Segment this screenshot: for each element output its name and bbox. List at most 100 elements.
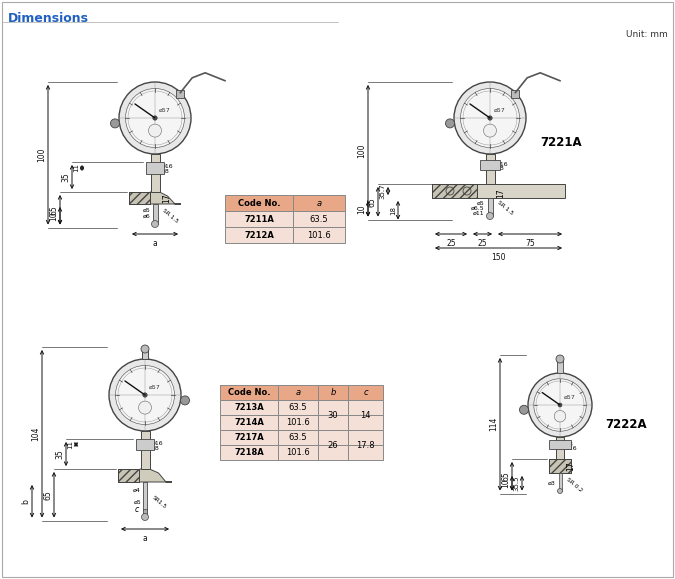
Text: ø6: ø6 bbox=[142, 214, 151, 218]
Text: a: a bbox=[296, 388, 300, 397]
Text: 65: 65 bbox=[502, 471, 510, 481]
Bar bbox=[318, 415, 348, 430]
Circle shape bbox=[115, 365, 175, 424]
Text: 7218A: 7218A bbox=[234, 448, 264, 457]
Text: 35.7: 35.7 bbox=[379, 183, 385, 199]
Circle shape bbox=[556, 355, 564, 363]
Bar bbox=[480, 160, 500, 170]
Text: ø11: ø11 bbox=[473, 211, 485, 215]
Text: 10: 10 bbox=[502, 478, 510, 488]
Bar bbox=[153, 204, 157, 224]
Bar bbox=[225, 227, 293, 243]
Text: 63.5: 63.5 bbox=[289, 403, 307, 412]
Bar bbox=[225, 195, 293, 211]
Bar bbox=[118, 469, 138, 482]
Text: 17.8: 17.8 bbox=[356, 441, 375, 449]
Circle shape bbox=[558, 489, 562, 493]
Bar bbox=[487, 198, 493, 216]
Circle shape bbox=[148, 124, 161, 137]
Bar bbox=[143, 509, 147, 517]
Bar bbox=[318, 430, 348, 445]
Circle shape bbox=[487, 212, 493, 219]
Text: 63.5: 63.5 bbox=[289, 433, 307, 442]
Text: 100: 100 bbox=[38, 148, 47, 162]
Text: 114: 114 bbox=[489, 417, 499, 431]
Bar bbox=[348, 415, 383, 430]
Bar bbox=[549, 459, 571, 473]
Text: 26: 26 bbox=[327, 441, 338, 449]
Circle shape bbox=[454, 82, 526, 154]
Text: ø8: ø8 bbox=[566, 442, 574, 447]
Circle shape bbox=[126, 89, 184, 148]
Bar bbox=[278, 445, 318, 460]
Bar bbox=[151, 154, 159, 192]
Text: ø57: ø57 bbox=[494, 108, 506, 112]
Text: ø3: ø3 bbox=[547, 481, 556, 486]
Text: 7222A: 7222A bbox=[605, 419, 647, 431]
Text: ø5: ø5 bbox=[477, 200, 485, 206]
Bar bbox=[318, 400, 348, 415]
Polygon shape bbox=[118, 469, 172, 482]
Circle shape bbox=[528, 373, 592, 437]
Text: 10: 10 bbox=[358, 204, 367, 214]
Text: 7221A: 7221A bbox=[540, 137, 582, 149]
Bar bbox=[293, 195, 345, 211]
Bar bbox=[556, 437, 564, 459]
Bar bbox=[225, 211, 293, 227]
Bar bbox=[293, 227, 345, 243]
Text: SR 1.5: SR 1.5 bbox=[161, 208, 180, 224]
Circle shape bbox=[109, 359, 181, 431]
Text: c: c bbox=[363, 388, 368, 397]
Text: 10: 10 bbox=[49, 211, 59, 221]
Text: 11: 11 bbox=[73, 163, 79, 173]
Text: SR 0.2: SR 0.2 bbox=[566, 477, 583, 493]
Text: 35: 35 bbox=[55, 449, 65, 459]
Circle shape bbox=[111, 119, 119, 128]
Text: ø8: ø8 bbox=[497, 166, 504, 171]
Bar bbox=[129, 192, 149, 204]
Bar bbox=[348, 385, 383, 400]
Circle shape bbox=[483, 124, 497, 137]
Bar bbox=[348, 400, 383, 415]
Bar bbox=[348, 445, 383, 460]
Polygon shape bbox=[129, 192, 181, 204]
Bar bbox=[220, 385, 278, 400]
Text: 35.5: 35.5 bbox=[513, 475, 519, 491]
Text: 11: 11 bbox=[67, 440, 73, 449]
Bar bbox=[432, 184, 565, 198]
Circle shape bbox=[141, 345, 149, 353]
Text: 25: 25 bbox=[446, 239, 456, 248]
Text: ø57: ø57 bbox=[564, 394, 576, 400]
Bar bbox=[129, 192, 149, 204]
Bar bbox=[549, 459, 571, 473]
Bar bbox=[136, 439, 154, 450]
Text: 65: 65 bbox=[43, 490, 53, 500]
Bar bbox=[318, 445, 348, 460]
Text: 101.6: 101.6 bbox=[286, 448, 310, 457]
Text: 30: 30 bbox=[327, 411, 338, 420]
Circle shape bbox=[554, 411, 566, 422]
Text: ø16: ø16 bbox=[566, 445, 578, 450]
Text: c: c bbox=[135, 504, 139, 514]
Bar bbox=[176, 90, 184, 98]
Text: 7214A: 7214A bbox=[234, 418, 264, 427]
Bar bbox=[220, 415, 278, 430]
Text: Unit: mm: Unit: mm bbox=[626, 30, 668, 39]
Text: 18: 18 bbox=[390, 206, 396, 215]
Bar bbox=[143, 482, 147, 517]
Circle shape bbox=[180, 396, 190, 405]
Text: ø5: ø5 bbox=[142, 207, 151, 212]
Bar bbox=[348, 430, 383, 445]
Text: ø8: ø8 bbox=[161, 169, 169, 174]
Bar bbox=[220, 430, 278, 445]
Bar bbox=[140, 431, 149, 469]
Text: b: b bbox=[330, 388, 335, 397]
Text: 35: 35 bbox=[61, 172, 70, 182]
Text: 14: 14 bbox=[360, 411, 371, 420]
Bar bbox=[278, 415, 318, 430]
Circle shape bbox=[143, 393, 147, 397]
Text: a: a bbox=[153, 239, 157, 248]
Circle shape bbox=[520, 405, 529, 415]
Circle shape bbox=[119, 82, 191, 154]
Text: ø16: ø16 bbox=[151, 441, 163, 446]
